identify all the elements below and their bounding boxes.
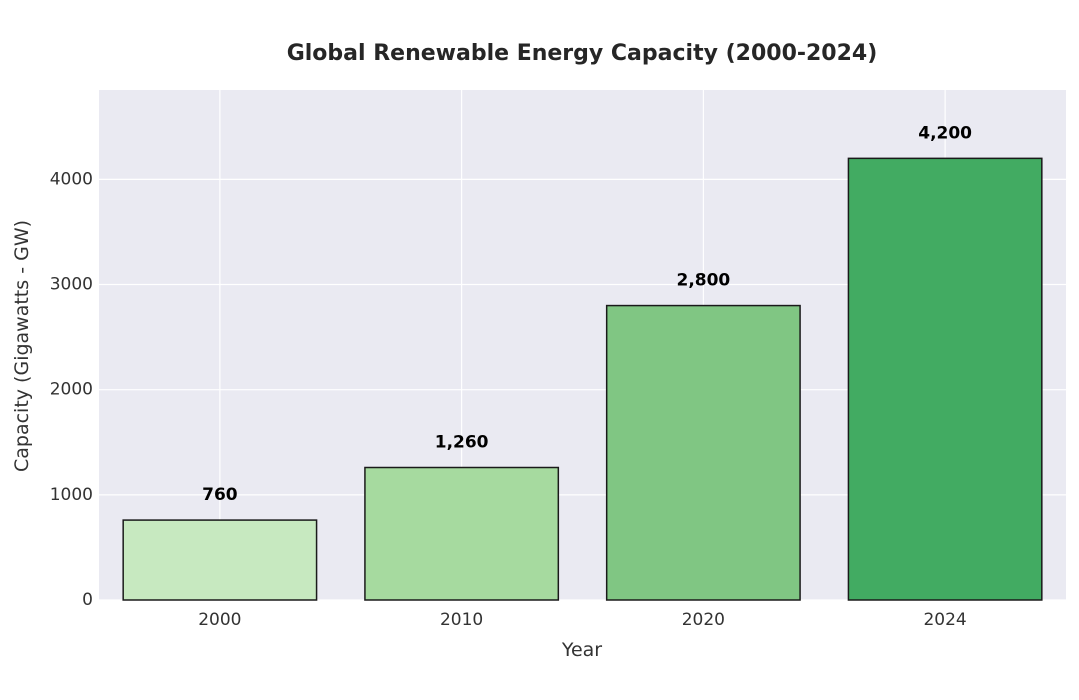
- data-labels: 760 1,260 2,800 4,200: [202, 123, 972, 505]
- y-tick-label: 0: [82, 590, 93, 610]
- y-tick-label: 3000: [50, 275, 93, 295]
- y-tick-labels: 0 1000 2000 3000 4000: [50, 169, 93, 610]
- x-tick-labels: 2000 2010 2020 2024: [198, 610, 967, 630]
- data-label-2020: 2,800: [676, 271, 730, 291]
- bar-2020: [605, 304, 801, 601]
- bars: [122, 157, 1043, 601]
- data-label-2024: 4,200: [918, 123, 972, 143]
- x-axis-label: Year: [561, 639, 602, 661]
- bar-2010: [364, 466, 560, 601]
- data-label-2010: 1,260: [435, 433, 489, 453]
- y-tick-label: 1000: [50, 485, 93, 505]
- x-tick-label: 2000: [198, 610, 241, 630]
- x-tick-label: 2020: [682, 610, 725, 630]
- bar-2000: [122, 519, 318, 601]
- x-tick-label: 2010: [440, 610, 483, 630]
- y-tick-label: 4000: [50, 169, 93, 189]
- y-axis-label: Capacity (Gigawatts - GW): [11, 220, 33, 472]
- bar-2024: [847, 157, 1043, 601]
- x-tick-label: 2024: [923, 610, 966, 630]
- chart-title: Global Renewable Energy Capacity (2000-2…: [287, 41, 878, 66]
- y-tick-label: 2000: [50, 380, 93, 400]
- data-label-2000: 760: [202, 485, 238, 505]
